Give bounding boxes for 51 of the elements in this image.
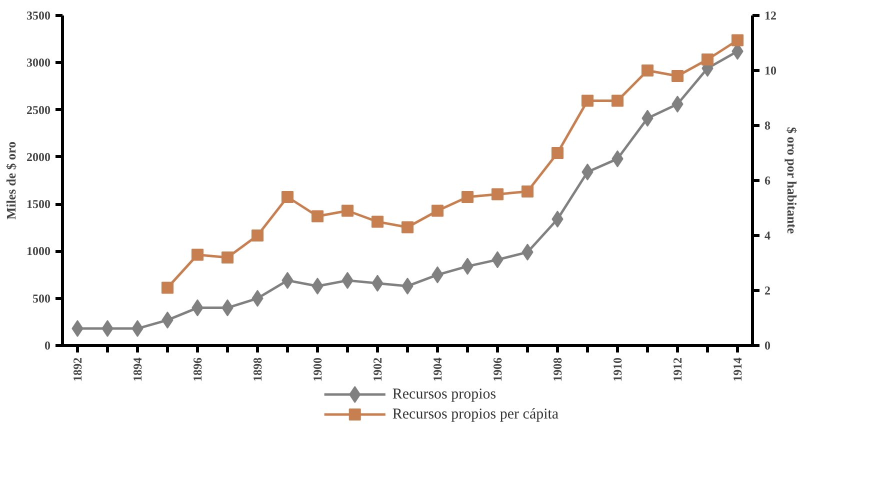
y-tick-label: 3000 <box>26 56 50 70</box>
point <box>312 210 324 222</box>
point <box>252 230 264 242</box>
x-tick-label: 1904 <box>430 358 444 382</box>
point <box>582 94 594 107</box>
x-tick-label: 1902 <box>370 358 384 382</box>
y2-tick-label: 4 <box>764 228 770 242</box>
y2-tick-label: 12 <box>764 8 776 22</box>
y-tick-label: 2500 <box>26 102 50 117</box>
x-tick-label: 1908 <box>550 358 564 382</box>
point <box>522 186 534 198</box>
x-tick-label: 1910 <box>610 358 624 382</box>
point <box>552 147 564 159</box>
point <box>732 34 744 46</box>
y-tick-label: 3500 <box>26 8 50 22</box>
y-tick-label: 1000 <box>26 244 50 258</box>
y-axis-title: Miles de $ oro <box>4 141 18 220</box>
y-tick-label: 500 <box>32 291 50 306</box>
point <box>432 204 444 217</box>
point <box>342 204 354 217</box>
legend-label: Recursos propios <box>392 386 496 402</box>
point <box>192 248 204 261</box>
point <box>282 191 294 203</box>
x-tick-label: 1896 <box>190 358 204 382</box>
x-tick-label: 1912 <box>670 358 684 382</box>
y2-tick-label: 2 <box>764 284 770 298</box>
point <box>462 191 474 203</box>
x-tick-label: 1906 <box>490 358 504 382</box>
y-tick-label: 0 <box>44 338 50 352</box>
y2-tick-label: 6 <box>764 174 770 188</box>
x-tick-label: 1892 <box>70 358 84 382</box>
y-tick-label: 1500 <box>26 197 50 212</box>
point <box>222 252 234 264</box>
point <box>492 188 504 200</box>
point <box>642 64 654 76</box>
point <box>612 94 624 107</box>
x-tick-label: 1914 <box>730 358 744 382</box>
point <box>372 216 384 228</box>
y2-tick-label: 10 <box>764 64 776 78</box>
x-tick-label: 1898 <box>250 358 264 382</box>
x-tick-label: 1900 <box>310 358 324 382</box>
point <box>162 282 174 294</box>
legend-label: Recursos propios per cápita <box>392 406 559 422</box>
y2-tick-label: 0 <box>764 338 770 352</box>
point <box>672 70 684 82</box>
x-tick-label: 1894 <box>130 358 144 382</box>
y-tick-label: 2000 <box>26 150 50 164</box>
point <box>702 54 714 66</box>
point <box>402 221 414 234</box>
y2-tick-label: 8 <box>764 118 770 132</box>
y2-axis-title: $ oro por habitante <box>784 126 800 234</box>
